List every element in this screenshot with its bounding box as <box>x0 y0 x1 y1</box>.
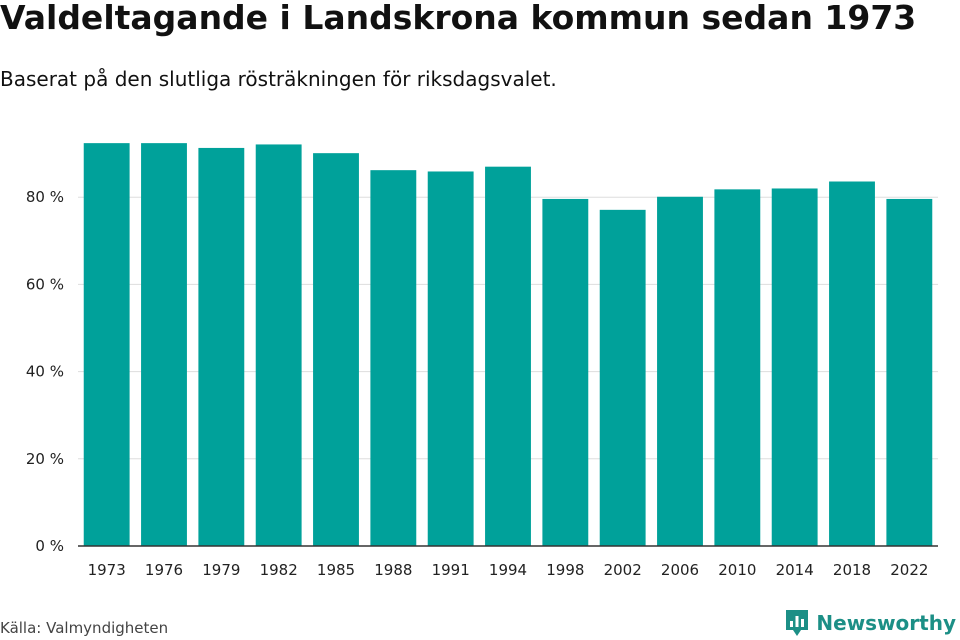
source-note: Källa: Valmyndigheten <box>0 619 169 637</box>
brand-name: Newsworthy <box>816 611 956 635</box>
y-tick-label: 80 % <box>26 188 64 206</box>
bar <box>829 181 875 546</box>
bar-chart: 0 % 20 % 40 % 60 % 80 % 1973 1976 1979 1982 1985… <box>26 143 938 579</box>
x-tick-label: 2006 <box>661 561 699 579</box>
x-tick-label: 1994 <box>489 561 527 579</box>
x-tick-label: 2022 <box>890 561 928 579</box>
bar <box>141 143 187 547</box>
x-tick-label: 1973 <box>88 561 126 579</box>
bar <box>313 153 359 546</box>
x-tick-label: 2010 <box>718 561 756 579</box>
x-tick-label: 1988 <box>374 561 412 579</box>
bar <box>83 143 130 547</box>
x-axis-ticks: 1973 1976 1979 1982 1985 1988 1991 1994 1998 2002… <box>88 561 929 579</box>
chart-title: Valdeltagande i Landskrona kommun sedan … <box>0 0 917 37</box>
x-tick-label: 1991 <box>432 561 470 579</box>
y-tick-label: 40 % <box>26 363 64 381</box>
x-tick-label: 1982 <box>260 561 298 579</box>
bar <box>542 198 589 546</box>
y-tick-label: 60 % <box>26 275 64 293</box>
x-tick-label: 1985 <box>317 561 355 579</box>
y-axis-ticks: 0 % 20 % 40 % 60 % 80 % <box>26 188 64 555</box>
y-tick-label: 0 % <box>35 537 64 555</box>
x-tick-label: 2018 <box>833 561 871 579</box>
bar <box>599 209 646 546</box>
x-tick-label: 1976 <box>145 561 183 579</box>
chart-subtitle: Baserat på den slutliga rösträkningen fö… <box>0 67 557 91</box>
bars <box>83 143 933 547</box>
bar <box>198 147 245 546</box>
bar <box>886 198 933 546</box>
x-tick-label: 2014 <box>776 561 814 579</box>
y-tick-label: 20 % <box>26 450 64 468</box>
newsworthy-logo-icon <box>786 610 809 636</box>
bar <box>370 170 417 546</box>
brand-logo: Newsworthy <box>784 608 956 638</box>
x-tick-label: 1998 <box>546 561 584 579</box>
x-tick-label: 2002 <box>604 561 642 579</box>
bar <box>657 196 703 546</box>
bar <box>714 189 761 546</box>
bar <box>427 171 474 546</box>
bar <box>771 188 818 546</box>
x-tick-label: 1979 <box>202 561 240 579</box>
bar <box>255 144 302 546</box>
bar <box>485 166 531 546</box>
